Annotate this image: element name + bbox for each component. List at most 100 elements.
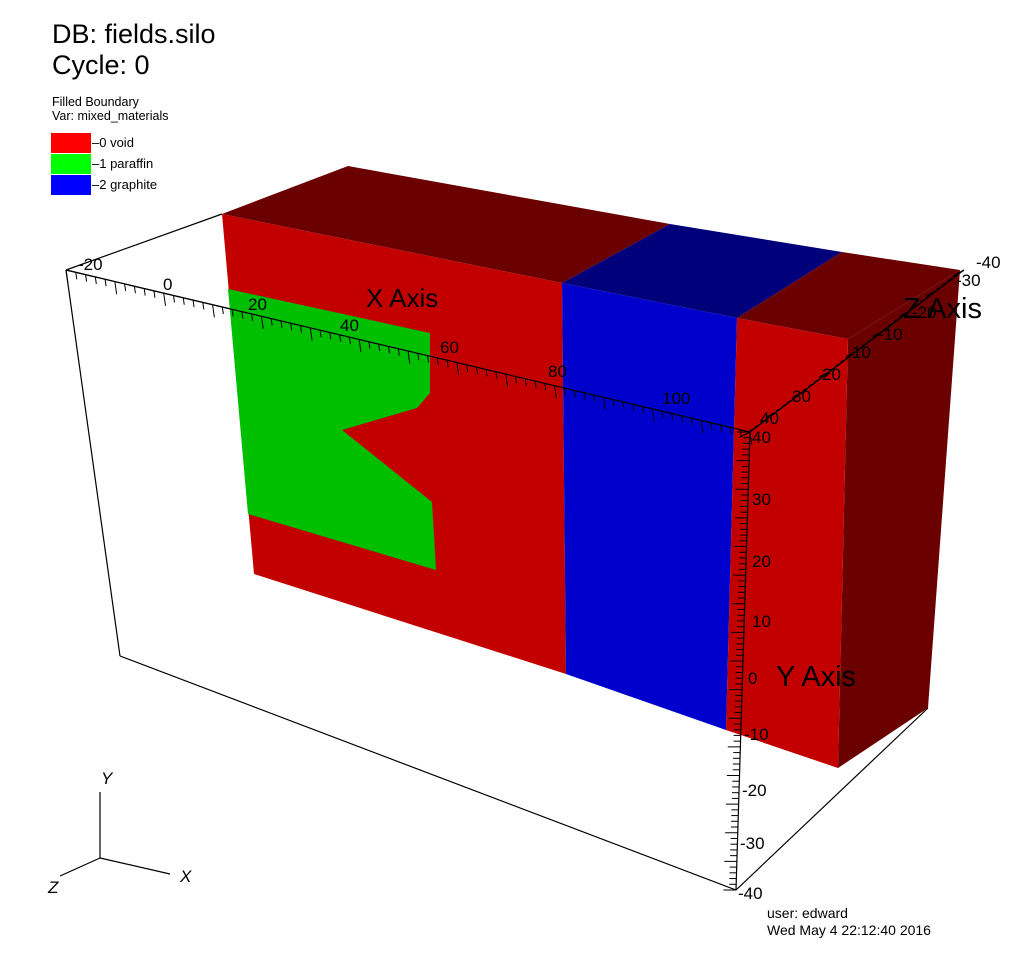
axis-tick xyxy=(192,300,195,308)
axis-tick xyxy=(729,427,732,435)
axis-tick xyxy=(260,316,264,329)
axis-tick xyxy=(898,314,906,318)
axis-tick xyxy=(690,418,693,426)
z-tick-label: -30 xyxy=(956,271,981,290)
z-tick-label: -40 xyxy=(976,253,1001,272)
axis-tick xyxy=(765,415,772,420)
axis-tick xyxy=(446,360,449,368)
y-axis-title: Y Axis xyxy=(776,661,856,693)
legend-item-label: –0 void xyxy=(92,135,134,150)
axis-tick xyxy=(290,323,293,331)
y-tick-label: -20 xyxy=(742,781,767,800)
y-tick-label: 40 xyxy=(752,428,771,447)
axis-tick xyxy=(329,332,332,340)
void-side-face xyxy=(838,270,960,768)
legend-swatch-void xyxy=(51,132,91,153)
axis-tick xyxy=(952,273,959,278)
axis-tick xyxy=(845,350,858,357)
graphite-top-face xyxy=(562,224,842,318)
void-front-face-right xyxy=(726,318,848,768)
axis-tick xyxy=(407,350,411,364)
axis-tick xyxy=(720,424,723,433)
axis-tick xyxy=(872,334,879,339)
axis-tick xyxy=(936,285,943,290)
axis-tick xyxy=(612,399,615,407)
axis-tick xyxy=(818,374,826,379)
axis-tick xyxy=(754,423,761,428)
axis-tick xyxy=(378,343,381,352)
axis-tick xyxy=(514,376,517,384)
axis-tick xyxy=(583,392,586,400)
axis-tick xyxy=(781,403,788,408)
axis-tick xyxy=(309,327,313,341)
axis-tick xyxy=(738,431,751,438)
axis-tick xyxy=(749,427,756,432)
axis-tick xyxy=(534,381,537,389)
axis-tick xyxy=(829,366,836,371)
axis-tick xyxy=(212,304,215,318)
legend-item: –2 graphite xyxy=(51,174,157,195)
axis-tick xyxy=(899,310,911,317)
axis-tick xyxy=(300,325,303,333)
axis-tick xyxy=(845,354,852,359)
triad-z-label: Z xyxy=(47,878,59,897)
y-tick-label: 0 xyxy=(748,669,757,688)
axis-tick xyxy=(947,277,954,282)
axis-tick xyxy=(926,289,938,297)
axis-tick xyxy=(813,378,820,383)
axis-tick xyxy=(85,274,88,282)
legend-item-label: –1 paraffin xyxy=(92,156,154,171)
axis-tick xyxy=(94,276,97,285)
axis-tick xyxy=(65,269,69,283)
axis-tick xyxy=(573,390,576,398)
axis-tick xyxy=(952,269,965,276)
axis-tick xyxy=(651,408,655,422)
axis-tick xyxy=(427,355,430,363)
axis-tick xyxy=(602,397,606,410)
axis-tick xyxy=(925,293,933,298)
material-slab xyxy=(222,166,960,768)
void-top-face-right xyxy=(737,252,960,339)
axis-tick xyxy=(622,401,625,409)
axis-tick xyxy=(417,353,420,361)
z-tick-label: -20 xyxy=(912,303,937,322)
graphite-front-face xyxy=(562,283,737,730)
y-tick-label: -30 xyxy=(740,834,765,853)
axis-tick xyxy=(319,330,322,338)
axis-tick xyxy=(153,290,156,298)
axis-tick xyxy=(280,320,283,328)
z-tick-label: -10 xyxy=(878,325,903,344)
legend-plot-type: Filled Boundary xyxy=(52,95,139,109)
axis-tick xyxy=(802,387,810,391)
axis-tick xyxy=(671,413,674,421)
axis-tick xyxy=(75,272,78,280)
axis-tick xyxy=(475,367,478,375)
axis-tick xyxy=(856,346,863,351)
axis-tick xyxy=(786,399,794,404)
axis-tick xyxy=(765,411,777,418)
x-tick-label: 0 xyxy=(163,275,172,294)
axis-tick xyxy=(700,420,704,434)
axis-tick xyxy=(840,358,847,363)
axis-tick xyxy=(914,301,922,306)
axis-tick xyxy=(524,378,527,386)
x-tick-label: 60 xyxy=(440,338,459,357)
axis-tick xyxy=(485,369,488,377)
axis-tick xyxy=(739,429,742,437)
y-tick-label: 10 xyxy=(752,612,771,631)
axis-tick xyxy=(387,346,390,354)
x-tick-label: 40 xyxy=(340,316,359,335)
database-label: DB: fields.silo xyxy=(52,19,216,49)
axis-tick xyxy=(920,297,927,302)
axis-tick xyxy=(133,286,136,294)
axis-tick xyxy=(348,337,351,345)
void-top-face xyxy=(222,166,670,283)
axis-tick xyxy=(397,348,400,356)
axis-tick xyxy=(807,382,815,387)
axis-tick xyxy=(563,387,566,396)
axis-tick xyxy=(544,383,547,391)
axis-tick xyxy=(759,419,767,424)
z-tick-label: 40 xyxy=(760,409,779,428)
legend-item: –0 void xyxy=(51,132,134,153)
